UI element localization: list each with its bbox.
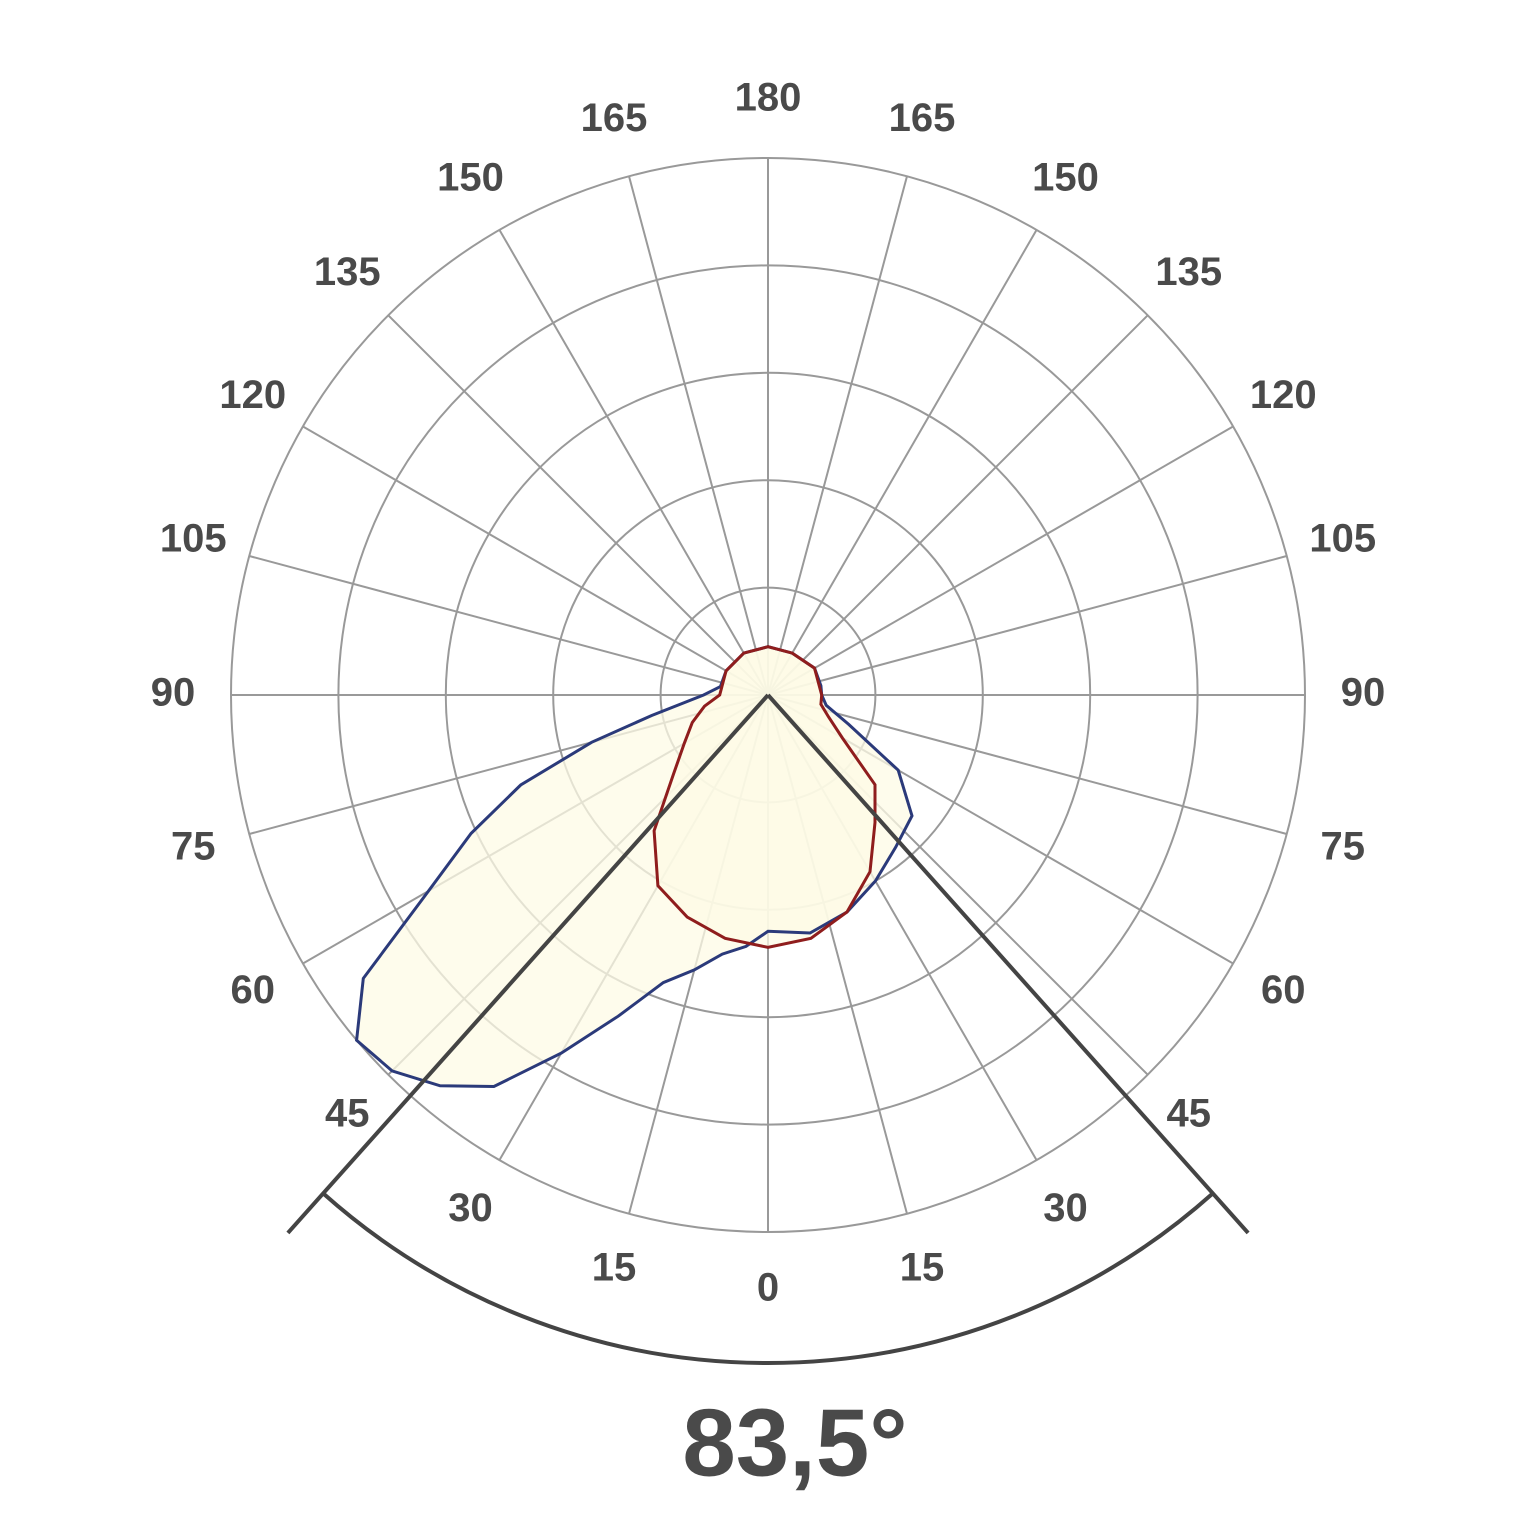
- angle-label: 15: [900, 1245, 945, 1289]
- angle-label: 75: [1320, 825, 1365, 869]
- spoke: [249, 555, 769, 696]
- spoke: [628, 176, 769, 696]
- beam-line: [766, 693, 1250, 1235]
- spoke: [767, 229, 1038, 696]
- angle-label: 15: [592, 1245, 637, 1289]
- spoke: [498, 229, 769, 696]
- angle-label: 60: [230, 968, 275, 1012]
- beam-line: [286, 693, 770, 1235]
- angle-label: 135: [314, 250, 381, 294]
- angle-label: 45: [325, 1091, 370, 1135]
- curve: [652, 645, 877, 949]
- spoke: [767, 555, 1287, 696]
- curve-fill: [654, 646, 875, 948]
- angle-label: 150: [437, 155, 504, 199]
- angle-label: 90: [151, 671, 196, 715]
- angle-label: 120: [219, 373, 286, 417]
- angle-label: 60: [1261, 968, 1306, 1012]
- angle-label: 30: [1043, 1186, 1088, 1230]
- spoke: [767, 694, 1287, 835]
- spoke: [767, 425, 1234, 696]
- beam-angle-label: 83,5°: [682, 1389, 907, 1496]
- curve: [355, 645, 914, 1089]
- angle-label: 45: [1166, 1091, 1211, 1135]
- angle-label: 105: [160, 517, 227, 561]
- angle-label: 150: [1032, 155, 1099, 199]
- angle-label: 90: [1341, 671, 1386, 715]
- angle-label: 0: [757, 1266, 779, 1310]
- beam-arc: [321, 1191, 1215, 1366]
- spoke: [387, 314, 769, 696]
- spoke: [767, 176, 908, 696]
- data-layer: [355, 645, 914, 1089]
- angle-label: 165: [889, 96, 956, 140]
- angle-label: 105: [1309, 517, 1376, 561]
- angle-label: 165: [581, 96, 648, 140]
- spoke: [767, 314, 1149, 696]
- angle-label: 120: [1250, 373, 1317, 417]
- angle-label: 75: [171, 825, 216, 869]
- spoke: [302, 425, 769, 696]
- angle-label: 30: [448, 1186, 493, 1230]
- angle-label: 135: [1155, 250, 1222, 294]
- overlay: 0 15 15 30 30 45 45 60 60 75 75 90 90 105 105 120 120 135…: [151, 76, 1386, 1366]
- angle-label: 180: [735, 76, 802, 120]
